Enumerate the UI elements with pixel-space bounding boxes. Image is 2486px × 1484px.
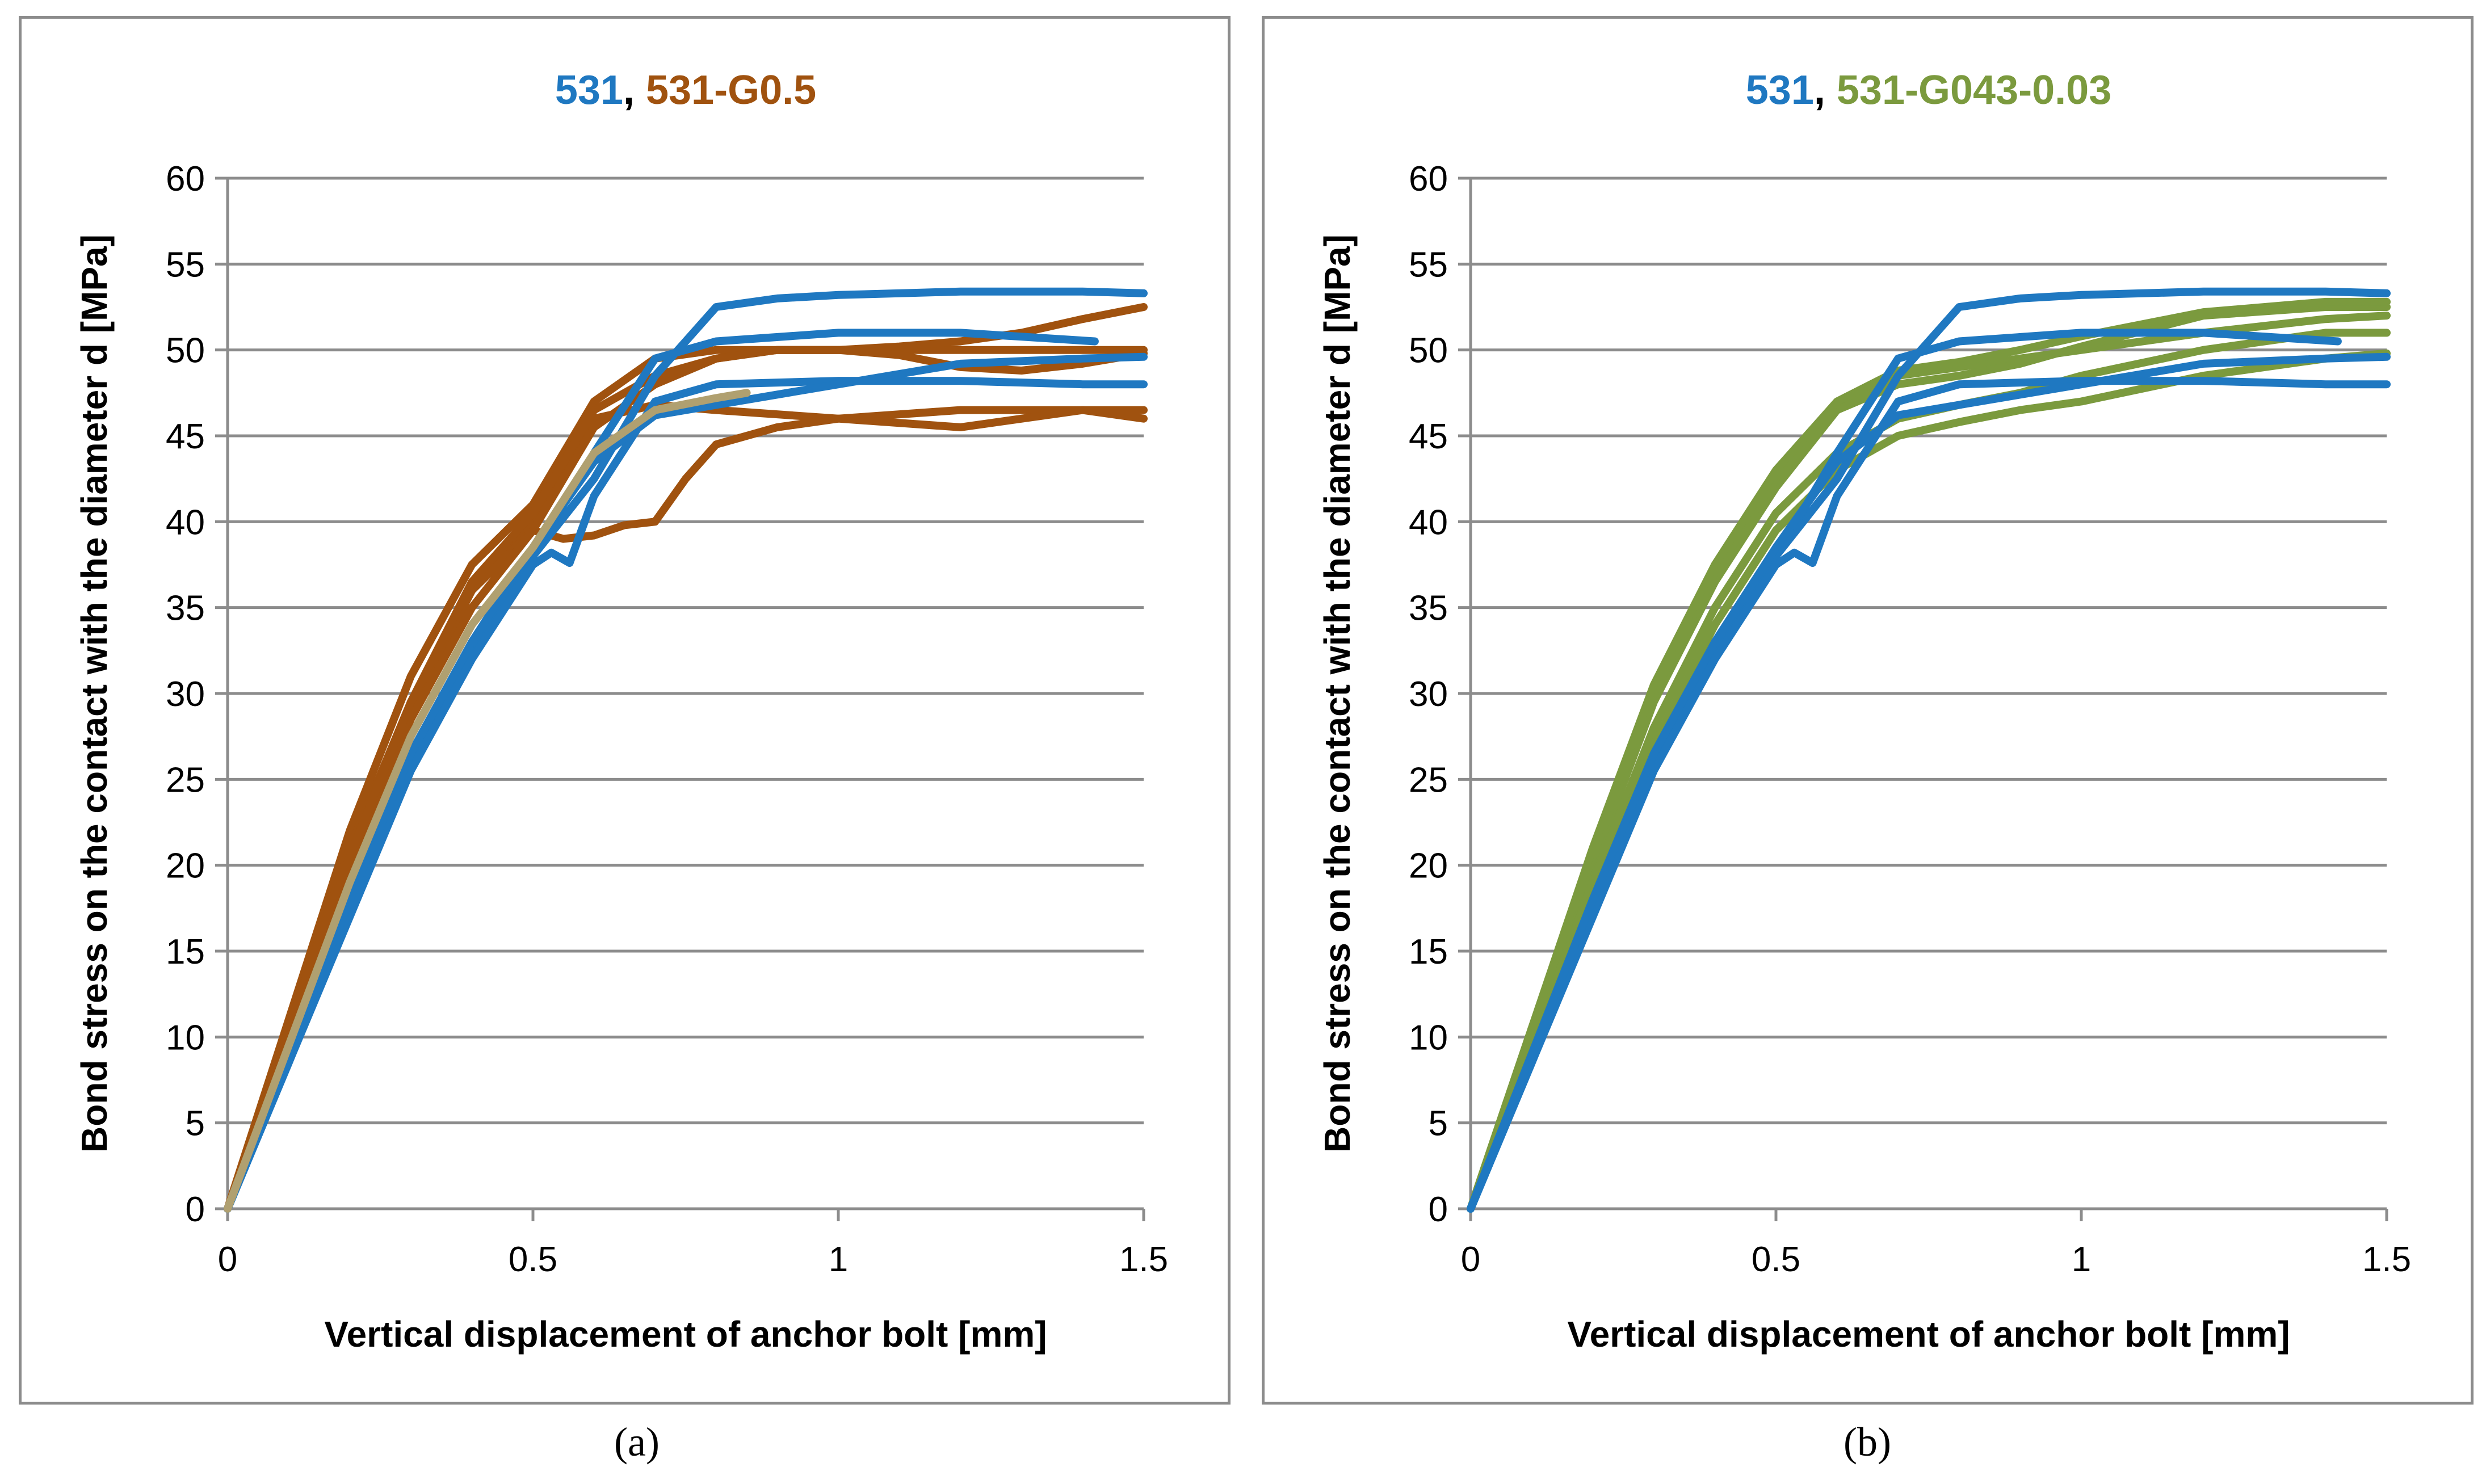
x-tick-label: 0.5 (1752, 1240, 1800, 1279)
y-tick-label: 40 (1409, 503, 1448, 542)
series-line-7 (224, 329, 1099, 1213)
y-tick-label: 30 (166, 675, 205, 714)
series-line-2 (224, 401, 1148, 1213)
chart-title-part: , (1814, 68, 1837, 113)
chart-panel-a: 531, 531-G0.5 0 5 10 15 20 25 30 35 40 45 50 55 60 0 0.… (19, 16, 1231, 1405)
series-line-2 (1467, 303, 2391, 1213)
series-line-6 (224, 287, 1148, 1213)
y-tick-label: 20 (1409, 847, 1448, 886)
series-line-4 (1467, 349, 2391, 1213)
y-tick-label: 15 (166, 932, 205, 972)
chart-title-part: , (623, 68, 646, 113)
series-line-5 (224, 346, 1148, 1213)
x-tick-label: 1 (2072, 1240, 2091, 1279)
x-tick-label: 1.5 (2362, 1240, 2411, 1279)
panel-label-a: (a) (614, 1419, 660, 1465)
y-tick-label: 50 (1409, 331, 1448, 371)
series-line-9 (224, 352, 1148, 1213)
series-line-7 (1467, 329, 2342, 1213)
y-tick-label: 20 (166, 847, 205, 886)
x-tick-label: 1.5 (1119, 1240, 1168, 1279)
y-tick-label: 60 (166, 159, 205, 199)
x-tick-label: 0.5 (509, 1240, 557, 1279)
y-tick-label: 25 (1409, 760, 1448, 800)
y-tick-label: 15 (1409, 932, 1448, 972)
series-line-8 (224, 377, 1148, 1213)
y-tick-label: 45 (166, 417, 205, 456)
y-tick-label: 0 (1429, 1190, 1448, 1229)
x-axis-label: Vertical displacement of anchor bolt [mm… (1567, 1314, 2290, 1355)
y-tick-label: 40 (166, 503, 205, 542)
chart-title-part: 531-G043-0.03 (1837, 68, 2111, 113)
chart-title-part: 531-G0.5 (646, 68, 816, 113)
y-tick-label: 10 (1409, 1018, 1448, 1057)
series-line-1 (1467, 312, 2391, 1213)
series-line-4 (224, 303, 1148, 1213)
chart-b-svg: 531, 531-G043-0.030510152025303540455055… (1317, 68, 2411, 1355)
chart-a-svg: 531, 531-G0.5 0 5 10 15 20 25 30 35 40 45 50 55 60 0 0.… (74, 68, 1168, 1355)
y-tick-label: 45 (1409, 417, 1448, 456)
y-tick-label: 5 (186, 1104, 205, 1144)
y-tick-label: 50 (166, 331, 205, 371)
y-tick-label: 55 (1409, 245, 1448, 284)
y-tick-label: 0 (186, 1190, 205, 1229)
series-line-10 (224, 389, 751, 1213)
y-axis-label: Bond stress on the contact with the diam… (1317, 234, 1358, 1153)
y-tick-label: 30 (1409, 675, 1448, 714)
panel-label-b: (b) (1843, 1419, 1891, 1465)
series-line-9 (1467, 352, 2391, 1213)
y-tick-label: 35 (1409, 589, 1448, 628)
series-line-1 (224, 346, 1148, 1213)
chart-panel-b: 531, 531-G043-0.03 0 5 10 15 20 25 30 35 40 45 50 55… (1262, 16, 2474, 1405)
y-tick-label: 55 (166, 245, 205, 284)
y-tick-label: 10 (166, 1018, 205, 1057)
chart-title: 531, 531-G0.5 (555, 68, 816, 113)
y-tick-label: 60 (1409, 159, 1448, 199)
x-axis-label: Vertical displacement of anchor bolt [mm… (324, 1314, 1047, 1355)
series-line-8 (1467, 377, 2391, 1213)
series-line-3 (1467, 329, 2391, 1213)
chart-title-part: 531 (1746, 68, 1814, 113)
x-tick-label: 0 (1461, 1240, 1480, 1279)
series-line-5 (1467, 297, 2391, 1213)
y-axis-label: Bond stress on the contact with the diam… (74, 234, 115, 1153)
y-tick-label: 35 (166, 589, 205, 628)
y-tick-label: 25 (166, 760, 205, 800)
x-tick-label: 1 (829, 1240, 848, 1279)
x-tick-label: 0 (218, 1240, 237, 1279)
chart-title: 531, 531-G043-0.03 (1746, 68, 2112, 113)
y-tick-label: 5 (1429, 1104, 1448, 1144)
chart-title-part: 531 (555, 68, 623, 113)
